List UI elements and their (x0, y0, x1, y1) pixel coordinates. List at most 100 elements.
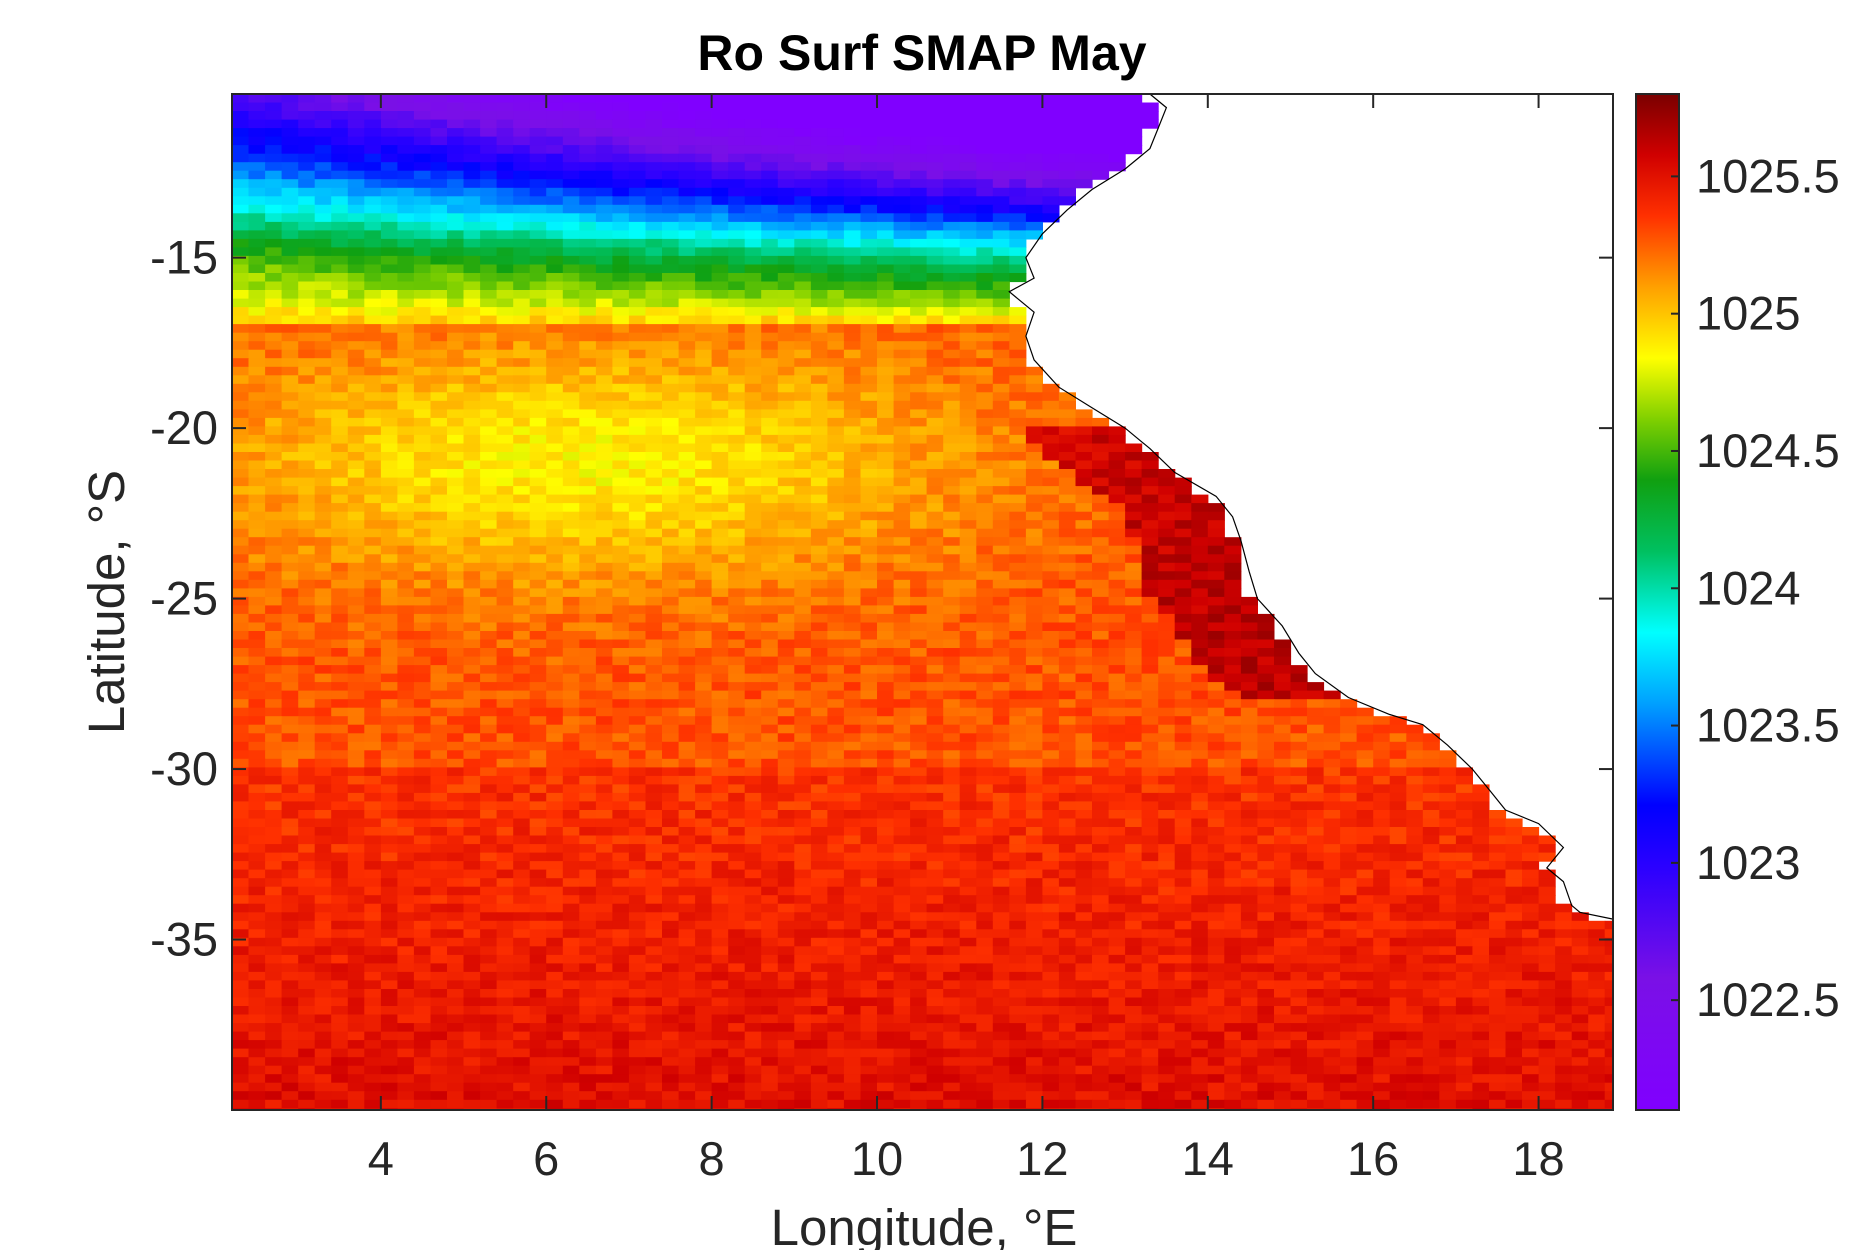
heatmap-cell (943, 562, 961, 572)
heatmap-cell (1125, 801, 1143, 811)
heatmap-cell (1340, 724, 1358, 734)
heatmap-cell (1042, 767, 1060, 777)
heatmap-cell (298, 767, 316, 777)
heatmap-cell (1224, 792, 1242, 802)
heatmap-cell (595, 298, 613, 308)
heatmap-cell (1158, 810, 1176, 820)
heatmap-cell (926, 273, 944, 283)
heatmap-cell (232, 247, 250, 257)
heatmap-cell (513, 290, 531, 300)
heatmap-cell (281, 469, 299, 479)
heatmap-cell (1042, 460, 1060, 470)
heatmap-cell (877, 230, 895, 240)
heatmap-cell (430, 639, 448, 649)
heatmap-cell (1207, 648, 1225, 658)
heatmap-cell (645, 588, 663, 598)
heatmap-cell (1009, 409, 1027, 419)
heatmap-cell (645, 673, 663, 683)
heatmap-cell (943, 494, 961, 504)
heatmap-cell (910, 716, 928, 726)
heatmap-cell (992, 469, 1010, 479)
heatmap-cell (413, 588, 431, 598)
heatmap-cell (860, 230, 878, 240)
heatmap-cell (430, 230, 448, 240)
heatmap-cell (628, 119, 646, 129)
heatmap-cell (562, 145, 580, 155)
heatmap-cell (232, 366, 250, 376)
heatmap-cell (1025, 801, 1043, 811)
heatmap-cell (645, 162, 663, 172)
heatmap-cell (992, 409, 1010, 419)
heatmap-cell (364, 562, 382, 572)
heatmap-cell (926, 665, 944, 675)
heatmap-cell (513, 349, 531, 359)
heatmap-cell (992, 417, 1010, 427)
heatmap-cell (959, 290, 977, 300)
heatmap-cell (695, 196, 713, 206)
heatmap-cell (430, 341, 448, 351)
heatmap-cell (314, 324, 332, 334)
heatmap-cell (562, 102, 580, 112)
heatmap-cell (1125, 520, 1143, 530)
heatmap-cell (827, 767, 845, 777)
heatmap-cell (877, 511, 895, 521)
heatmap-cell (1125, 758, 1143, 768)
heatmap-cell (1158, 775, 1176, 785)
heatmap-cell (926, 128, 944, 138)
heatmap-cell (265, 383, 283, 393)
heatmap-cell (232, 221, 250, 231)
heatmap-cell (463, 349, 481, 359)
heatmap-cell (265, 162, 283, 172)
heatmap-cell (1042, 562, 1060, 572)
heatmap-cell (1042, 145, 1060, 155)
heatmap-cell (314, 332, 332, 342)
heatmap-cell (397, 366, 415, 376)
heatmap-cell (695, 136, 713, 146)
heatmap-cell (893, 775, 911, 785)
heatmap-cell (843, 213, 861, 223)
heatmap-cell (1356, 767, 1374, 777)
heatmap-cell (794, 298, 812, 308)
heatmap-cell (595, 196, 613, 206)
heatmap-cell (347, 682, 365, 692)
heatmap-cell (595, 707, 613, 717)
heatmap-cell (298, 341, 316, 351)
heatmap-cell (976, 94, 994, 104)
heatmap-cell (1075, 631, 1093, 641)
heatmap-cell (910, 579, 928, 589)
heatmap-cell (496, 605, 514, 615)
heatmap-cell (612, 102, 630, 112)
heatmap-cell (579, 682, 597, 692)
heatmap-cell (860, 136, 878, 146)
heatmap-cell (265, 690, 283, 700)
heatmap-cell (430, 494, 448, 504)
heatmap-cell (744, 656, 762, 666)
heatmap-cell (777, 111, 795, 121)
heatmap-cell (744, 230, 762, 240)
heatmap-cell (562, 571, 580, 581)
heatmap-cell (364, 554, 382, 564)
heatmap-cell (314, 94, 332, 104)
heatmap-cell (777, 332, 795, 342)
heatmap-cell (496, 187, 514, 197)
heatmap-cell (331, 494, 349, 504)
heatmap-cell (926, 417, 944, 427)
heatmap-cell (711, 767, 729, 777)
heatmap-cell (430, 213, 448, 223)
heatmap-cell (1009, 792, 1027, 802)
heatmap-cell (711, 383, 729, 393)
heatmap-cell (794, 375, 812, 385)
heatmap-cell (612, 204, 630, 214)
heatmap-cell (496, 511, 514, 521)
heatmap-cell (562, 349, 580, 359)
heatmap-cell (976, 136, 994, 146)
heatmap-cell (744, 486, 762, 496)
heatmap-cell (711, 162, 729, 172)
heatmap-cell (1406, 724, 1424, 734)
heatmap-cell (496, 341, 514, 351)
heatmap-cell (1108, 153, 1126, 163)
heatmap-cell (761, 545, 779, 555)
heatmap-cell (546, 153, 564, 163)
heatmap-cell (662, 477, 680, 487)
heatmap-cell (314, 281, 332, 291)
